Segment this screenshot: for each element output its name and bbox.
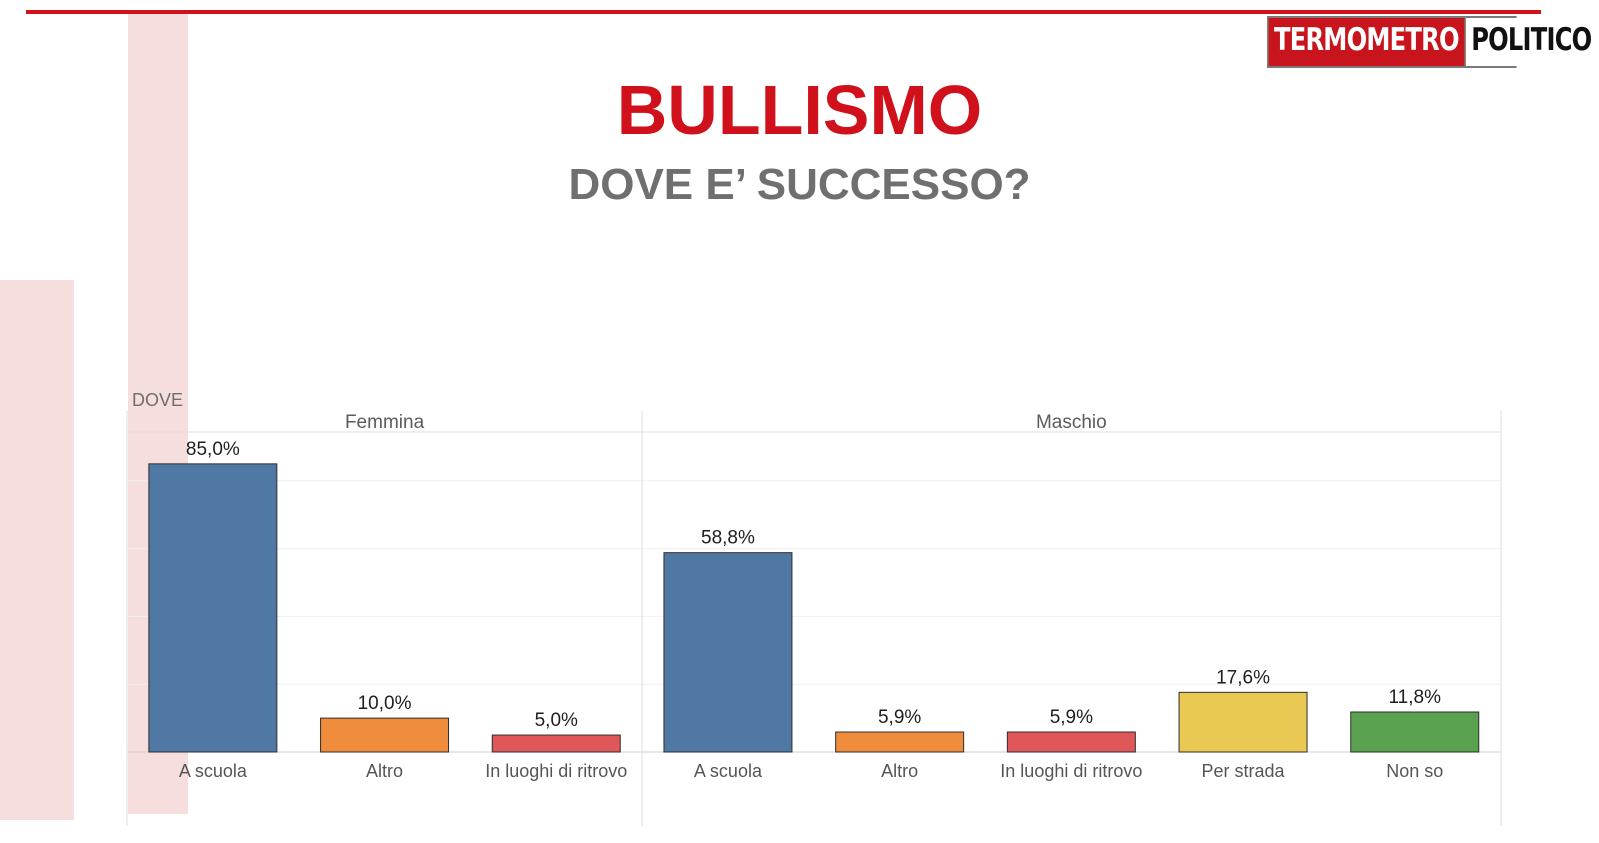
bar-maschio-5: [1350, 711, 1480, 753]
panel-title-femmina: Femmina: [345, 412, 425, 433]
brand-logo-part2: POLITICO: [1465, 18, 1597, 66]
tick-label-femmina-1: A scuola: [179, 761, 248, 781]
tick-label-maschio-2: Altro: [881, 761, 918, 781]
bar-maschio-4: [1178, 691, 1308, 753]
tick-label-maschio-3: In luoghi di ritrovo: [1000, 761, 1142, 781]
tick-label-femmina-3: In luoghi di ritrovo: [485, 761, 627, 781]
row-dimension-label: DOVE: [132, 390, 184, 410]
brand-logo: TERMOMETRO POLITICO: [1267, 16, 1597, 68]
brand-logo-part1: TERMOMETRO: [1268, 18, 1466, 66]
top-rule: [26, 10, 1541, 14]
data-label-maschio-2: 5,9%: [878, 707, 921, 728]
page-subtitle: DOVE E’ SUCCESSO?: [568, 160, 1031, 209]
tick-label-maschio-4: Per strada: [1202, 761, 1286, 781]
bar-femmina-2: [320, 717, 450, 753]
data-label-maschio-1: 58,8%: [701, 528, 755, 549]
tick-label-maschio-1: A scuola: [694, 761, 763, 781]
bar-maschio-3: [1006, 731, 1136, 753]
data-label-maschio-3: 5,9%: [1050, 707, 1093, 728]
data-label-maschio-4: 17,6%: [1216, 667, 1270, 688]
tick-label-maschio-5: Non so: [1386, 761, 1443, 781]
data-label-femmina-3: 5,0%: [535, 710, 578, 731]
background-watermark-block: [0, 280, 74, 820]
tick-label-femmina-2: Altro: [366, 761, 403, 781]
data-label-femmina-1: 85,0%: [186, 439, 240, 460]
page-title: BULLISMO: [616, 71, 983, 149]
bar-femmina-1: [148, 463, 278, 753]
bar-maschio-1: [663, 552, 793, 753]
data-label-maschio-5: 11,8%: [1389, 687, 1442, 708]
bar-femmina-3: [491, 734, 621, 753]
panel-title-maschio: Maschio: [1036, 412, 1107, 433]
bar-maschio-2: [835, 731, 965, 753]
data-label-femmina-2: 10,0%: [358, 693, 412, 714]
